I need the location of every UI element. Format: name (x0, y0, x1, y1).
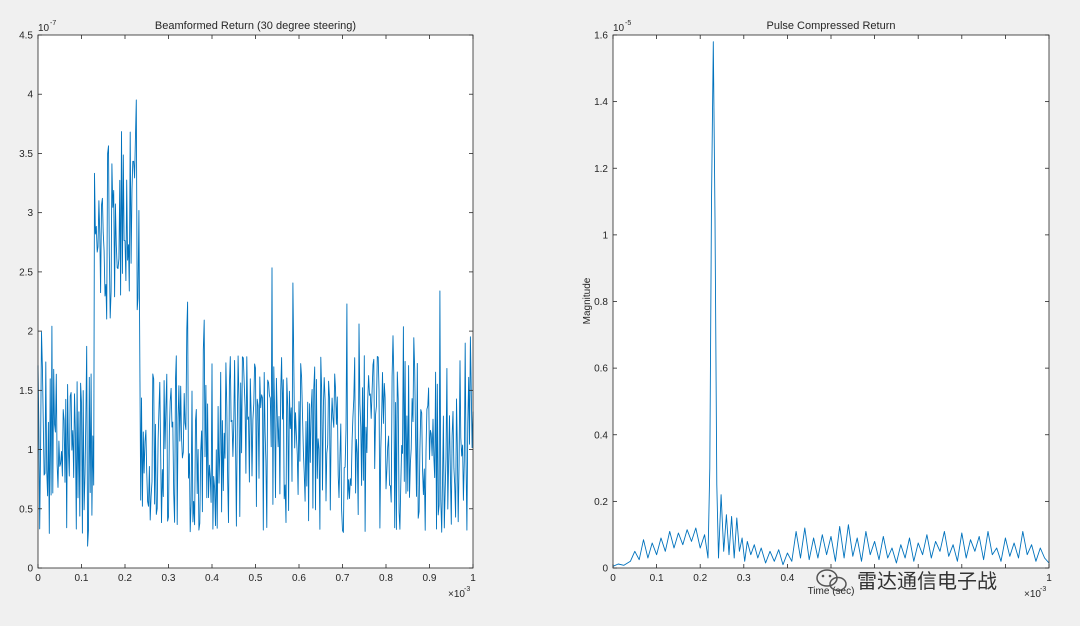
y-tick-label: 0.4 (594, 430, 608, 441)
x-tick-label: 0.4 (205, 573, 219, 584)
right-y-exponent: 10 -5 (613, 20, 631, 34)
y-tick-label: 1 (602, 230, 608, 241)
right-x-axis-label: Time (sec) (808, 586, 855, 597)
y-tick-label: 1.2 (594, 164, 608, 175)
right-x-exponent-power: -3 (1040, 586, 1046, 593)
y-tick-label: 4 (27, 90, 33, 101)
left-y-exponent-power: -7 (50, 20, 56, 27)
y-tick-label: 3 (27, 208, 33, 219)
y-tick-label: 0.8 (594, 297, 608, 308)
series-line (612, 41, 1050, 567)
watermark-text: 雷达通信电子战 (857, 570, 997, 593)
right-series-group (612, 41, 1050, 567)
x-tick-label: 0.3 (162, 573, 176, 584)
y-tick-label: 1.6 (594, 31, 608, 42)
x-tick-label: 0.6 (292, 573, 306, 584)
right-axes-background (613, 35, 1049, 568)
x-tick-label: 0.3 (737, 573, 751, 584)
right-y-exponent-base: 10 (613, 23, 625, 34)
right-y-axis-label: Magnitude (582, 277, 593, 324)
series-line (37, 99, 474, 547)
right-axes: Pulse Compressed Return Magnitude Time (… (582, 20, 1052, 600)
y-tick-label: 3.5 (19, 149, 33, 160)
left-axes-box (37, 34, 474, 569)
right-x-exponent-base: ×10 (1024, 589, 1041, 600)
right-axes-box (612, 34, 1050, 569)
x-tick-label: 0.4 (780, 573, 794, 584)
left-axes: Beamformed Return (30 degree steering) 1… (19, 20, 476, 600)
left-x-exponent-base: ×10 (448, 589, 465, 600)
x-tick-label: 0.7 (336, 573, 350, 584)
y-tick-label: 1.5 (19, 386, 33, 397)
x-tick-label: 1 (470, 573, 476, 584)
right-ticks-group: 0 0.1 0.2 0.3 0.4 1 0 0.2 0.4 0.6 0.8 1 1.2 1.4 1.6 (594, 31, 1052, 585)
left-x-exponent: ×10 -3 (448, 586, 470, 600)
wechat-icon (816, 569, 847, 592)
right-y-exponent-power: -5 (625, 20, 631, 27)
left-x-exponent-power: -3 (464, 586, 470, 593)
x-tick-label: 0 (610, 573, 616, 584)
x-tick-label: 0.5 (249, 573, 263, 584)
x-tick-label: 0.2 (118, 573, 132, 584)
y-tick-label: 2.5 (19, 267, 33, 278)
left-y-exponent-base: 10 (38, 23, 50, 34)
right-x-exponent: ×10 -3 (1024, 586, 1046, 600)
left-ticks-group: 0 0.1 0.2 0.3 0.4 0.5 0.6 0.7 0.8 0.9 1 0 0.5 1 1.5 2 2.… (19, 31, 476, 585)
y-tick-label: 0.5 (19, 504, 33, 515)
y-tick-label: 2 (27, 327, 33, 338)
x-tick-label: 0.2 (693, 573, 707, 584)
right-chart-title: Pulse Compressed Return (766, 20, 895, 32)
y-tick-label: 4.5 (19, 31, 33, 42)
x-tick-label: 0.1 (650, 573, 664, 584)
x-tick-label: 0 (35, 573, 41, 584)
left-series-group (37, 99, 474, 547)
x-tick-label: 0.8 (379, 573, 393, 584)
y-tick-label: 0 (27, 564, 33, 575)
left-chart-title: Beamformed Return (30 degree steering) (155, 20, 356, 32)
y-tick-label: 1 (27, 445, 33, 456)
y-tick-label: 1.4 (594, 97, 608, 108)
y-tick-label: 0.2 (594, 497, 608, 508)
x-tick-label: 0.9 (423, 573, 437, 584)
left-y-exponent: 10 -7 (38, 20, 56, 34)
x-tick-label: 1 (1046, 573, 1052, 584)
x-tick-label: 0.1 (75, 573, 89, 584)
y-tick-label: 0 (602, 564, 608, 575)
watermark: 雷达通信电子战 (816, 569, 997, 593)
y-tick-label: 0.6 (594, 364, 608, 375)
